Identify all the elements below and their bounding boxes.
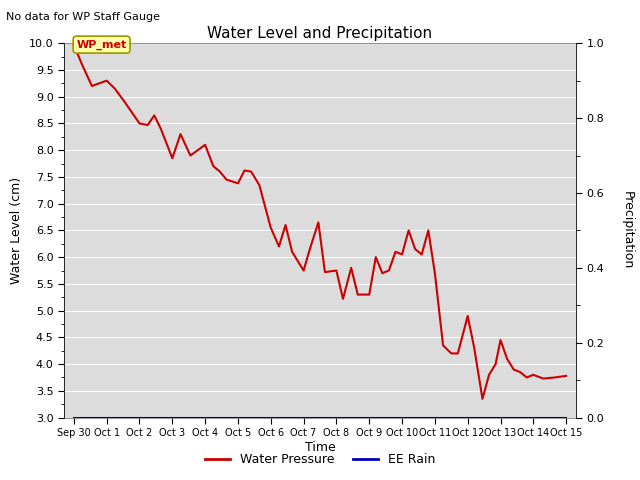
Y-axis label: Water Level (cm): Water Level (cm) xyxy=(10,177,24,284)
Text: No data for WP Staff Gauge: No data for WP Staff Gauge xyxy=(6,12,161,22)
Y-axis label: Precipitation: Precipitation xyxy=(621,191,634,270)
Text: WP_met: WP_met xyxy=(76,39,127,50)
X-axis label: Time: Time xyxy=(305,441,335,454)
Title: Water Level and Precipitation: Water Level and Precipitation xyxy=(207,25,433,41)
Legend: Water Pressure, EE Rain: Water Pressure, EE Rain xyxy=(200,448,440,471)
